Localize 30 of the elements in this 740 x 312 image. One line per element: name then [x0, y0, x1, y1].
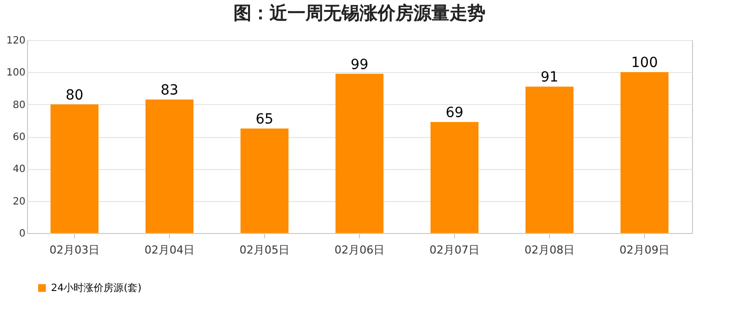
x-tick-label: 02月08日 — [524, 244, 574, 256]
x-tick-label: 02月05日 — [240, 244, 290, 256]
data-label: 69 — [446, 105, 464, 122]
data-label: 100 — [631, 55, 658, 72]
data-label: 65 — [256, 111, 274, 128]
legend-label: 24小时涨价房源(套) — [51, 282, 142, 294]
bar — [430, 122, 478, 233]
data-label: 80 — [66, 87, 84, 104]
y-tick-label: 120 — [6, 36, 26, 46]
x-tick-label: 02月06日 — [334, 244, 384, 256]
bar — [336, 74, 384, 233]
y-tick-label: 0 — [19, 228, 26, 240]
data-label: 91 — [540, 70, 558, 86]
x-tick-label: 02月09日 — [620, 244, 670, 256]
bar — [146, 100, 194, 233]
data-label: 99 — [350, 56, 368, 73]
data-label: 83 — [160, 82, 178, 99]
chart-title: 图：近一周无锡涨价房源量走势 — [234, 3, 486, 24]
x-tick-label: 02月03日 — [50, 244, 100, 256]
y-tick-label: 20 — [12, 196, 26, 208]
bar — [50, 104, 98, 233]
bar — [526, 86, 574, 233]
bar — [620, 72, 668, 233]
y-tick-label: 40 — [12, 164, 26, 176]
y-tick-label: 60 — [12, 132, 26, 143]
x-tick-label: 02月07日 — [430, 244, 480, 256]
y-tick-label: 100 — [6, 68, 26, 79]
x-tick-label: 02月04日 — [144, 244, 194, 256]
bar — [240, 128, 288, 233]
y-tick-label: 80 — [12, 100, 26, 111]
